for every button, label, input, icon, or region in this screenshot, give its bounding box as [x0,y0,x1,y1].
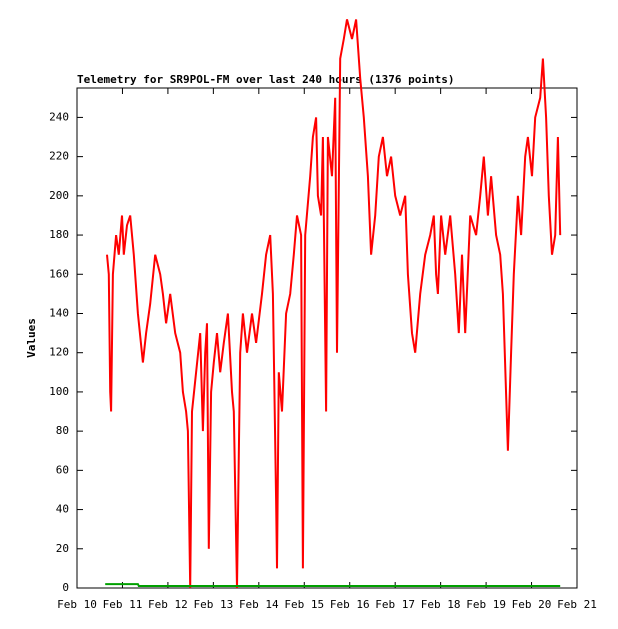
x-tick-label: Feb 11 [103,598,143,611]
x-tick-label: Feb 19 [466,598,506,611]
y-tick-label: 160 [49,267,69,280]
x-tick-label: Feb 15 [284,598,324,611]
x-tick-label: Feb 17 [375,598,415,611]
x-tick-label: Feb 14 [239,598,279,611]
x-tick-label: Feb 13 [193,598,233,611]
y-tick-label: 100 [49,385,69,398]
y-tick-label: 60 [56,463,69,476]
x-tick-label: Feb 10 [57,598,97,611]
series-line [106,19,562,589]
y-tick-label: 0 [62,581,69,594]
y-tick-label: 220 [49,150,69,163]
y-tick-label: 80 [56,424,69,437]
y-tick-label: 40 [56,503,69,516]
y-tick-label: 20 [56,542,69,555]
x-tick-label: Feb 12 [148,598,188,611]
y-tick-label: 120 [49,346,69,359]
y-tick-label: 200 [49,189,69,202]
y-tick-label: 140 [49,306,69,319]
y-axis-label: Values [25,318,38,358]
series-line [105,583,561,587]
x-tick-label: Feb 21 [557,598,597,611]
x-tick-label: Feb 20 [512,598,552,611]
y-tick-label: 180 [49,228,69,241]
chart-title: Telemetry for SR9POL-FM over last 240 ho… [77,73,455,86]
plot-frame [76,87,578,589]
x-tick-label: Feb 16 [330,598,370,611]
x-tick-label: Feb 18 [421,598,461,611]
y-tick-label: 240 [49,110,69,123]
